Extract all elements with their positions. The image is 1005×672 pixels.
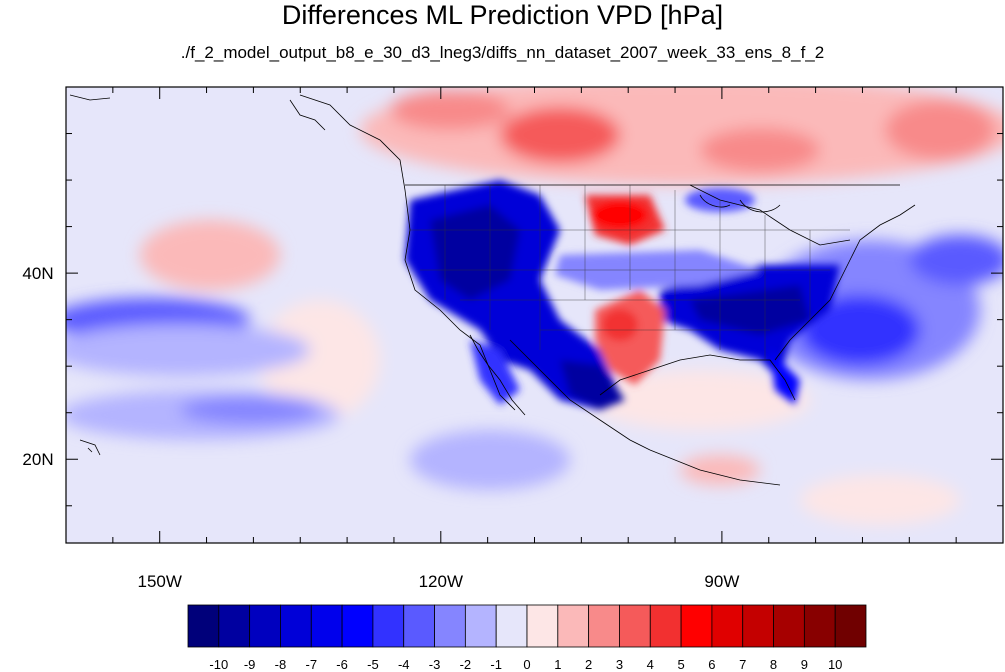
colorbar-label: -1 [490, 657, 502, 672]
colorbar-label: -7 [305, 657, 317, 672]
colorbar-swatch [495, 604, 528, 648]
colorbar-swatch [649, 604, 682, 648]
colorbar-swatch [680, 604, 713, 648]
colorbar-label: 10 [828, 657, 842, 672]
colorbar-swatch [742, 604, 774, 648]
colorbar-label: 8 [770, 657, 777, 672]
colorbar-swatch [372, 604, 405, 648]
lon-tick-label: 150W [137, 572, 181, 591]
colorbar-label: -8 [275, 657, 287, 672]
colorbar-label: 9 [801, 657, 808, 672]
colorbar-swatch [526, 604, 559, 648]
vpd-difference-field [66, 87, 1003, 543]
colorbar-swatch [588, 604, 620, 648]
colorbar-label: 2 [585, 657, 592, 672]
colorbar [187, 604, 867, 648]
colorbar-label: 4 [647, 657, 654, 672]
latitude-labels: 40N 20N [22, 264, 53, 469]
colorbar-label: -10 [209, 657, 228, 672]
colorbar-label: 5 [677, 657, 684, 672]
colorbar-swatch [218, 604, 251, 648]
colorbar-swatch [619, 604, 651, 648]
axis-ticks [66, 86, 1004, 543]
lat-tick-label: 20N [22, 450, 53, 469]
colorbar-swatch [341, 604, 374, 648]
colorbar-swatch [773, 604, 805, 648]
colorbar-label: -9 [244, 657, 256, 672]
coastlines [69, 94, 916, 486]
colorbar-swatch [403, 604, 435, 648]
colorbar-swatch [834, 604, 867, 648]
colorbar-swatch [464, 604, 497, 648]
colorbar-swatch [187, 604, 220, 648]
colorbar-label: 1 [554, 657, 561, 672]
map-subtitle: ./f_2_model_output_b8_e_30_d3_lneg3/diff… [180, 43, 825, 62]
state-borders [410, 185, 850, 360]
colorbar-swatch [280, 604, 312, 648]
colorbar-label: 7 [739, 657, 746, 672]
colorbar-label: 6 [708, 657, 715, 672]
colorbar-labels: -10 -9 -8 -7 -6 -5 -4 -3 -2 -1 0 1 2 3 4 5 6 7 8 9 10 [209, 657, 842, 672]
colorbar-swatch [557, 604, 590, 648]
colorbar-label: -3 [429, 657, 441, 672]
colorbar-swatch [711, 604, 744, 648]
lon-tick-label: 120W [419, 572, 463, 591]
colorbar-label: -5 [367, 657, 379, 672]
lat-tick-label: 40N [22, 264, 53, 283]
map-title: Differences ML Prediction VPD [hPa] [281, 0, 724, 30]
colorbar-label: -2 [460, 657, 472, 672]
longitude-labels: 150W 120W 90W [137, 572, 739, 591]
colorbar-swatch [249, 604, 281, 648]
colorbar-label: -6 [336, 657, 348, 672]
lon-tick-label: 90W [704, 572, 739, 591]
colorbar-label: 3 [616, 657, 623, 672]
colorbar-swatch [803, 604, 836, 648]
colorbar-label: -4 [398, 657, 410, 672]
colorbar-swatch [434, 604, 466, 648]
colorbar-label: 0 [523, 657, 530, 672]
colorbar-swatch [310, 604, 343, 648]
